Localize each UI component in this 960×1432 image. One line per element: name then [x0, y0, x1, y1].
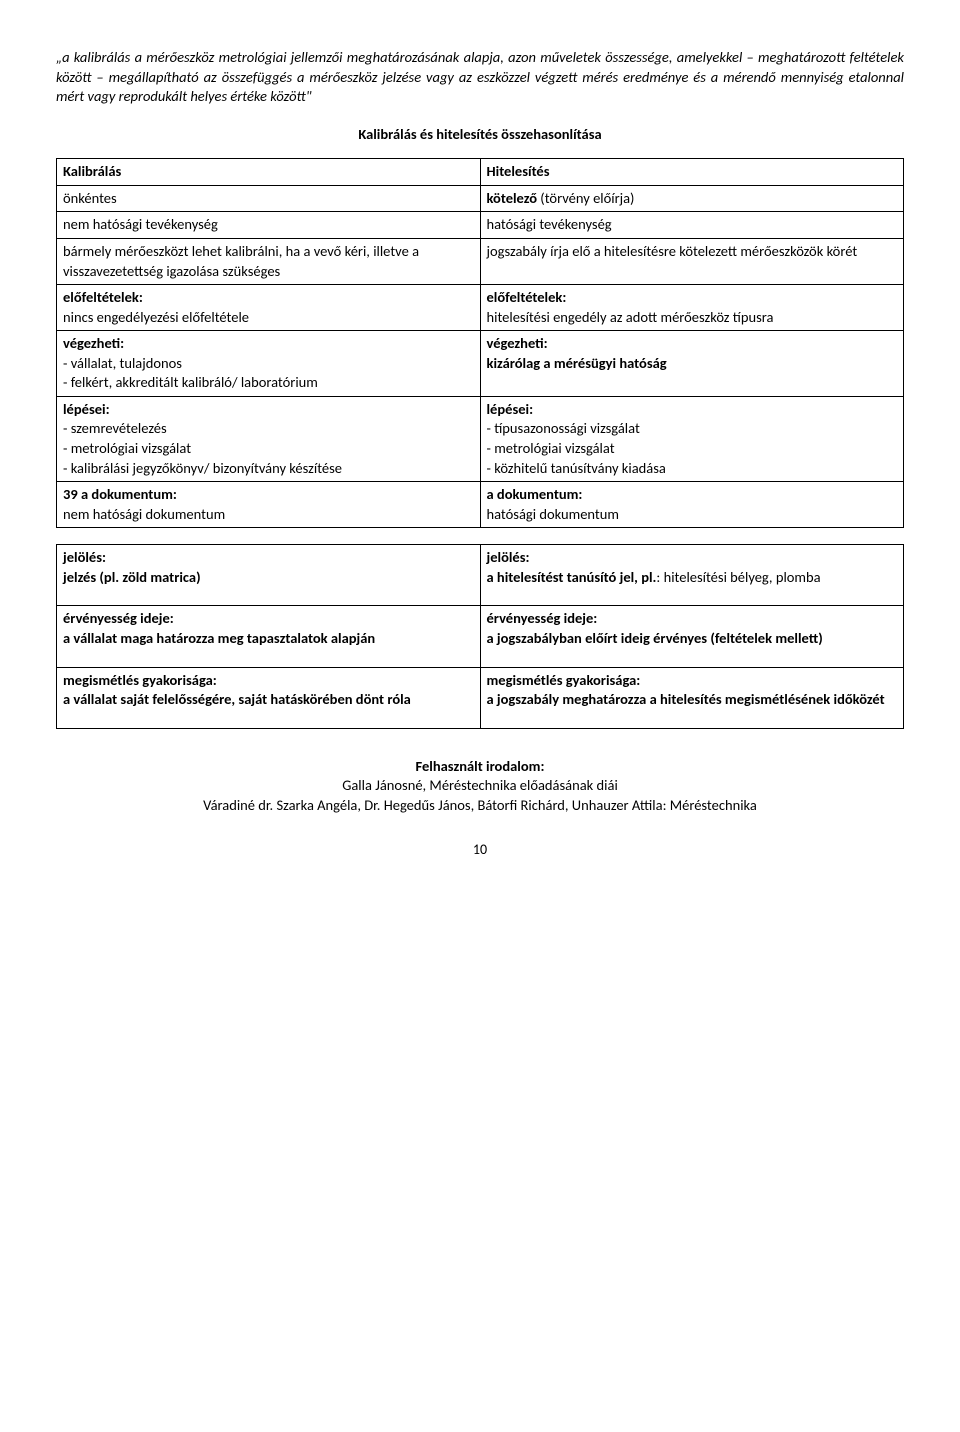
table-row: jelölés: jelzés (pl. zöld matrica) jelöl…: [57, 545, 904, 606]
cell-text: a jogszabályban előírt ideig érvényes: [487, 629, 708, 647]
cell-text: - kalibrálási jegyzőkönyv/ bizonyítvány …: [63, 459, 342, 477]
table-row: lépései: - szemrevételezés - metrológiai…: [57, 396, 904, 481]
reference-line: Galla Jánosné, Méréstechnika előadásának…: [56, 776, 904, 796]
table-row: nem hatósági tevékenység hatósági tevéke…: [57, 212, 904, 239]
cell-label: előfeltételek:: [63, 288, 143, 306]
cell-text: - szemrevételezés: [63, 419, 167, 437]
cell-text: a vállalat saját felelősségére, saját ha…: [63, 690, 411, 708]
cell-text: bármely mérőeszközt lehet kalibrálni, ha…: [63, 242, 419, 280]
cell-text: kötelező: [487, 189, 538, 207]
cell-text: a jogszabály meghatározza a hitelesítés …: [487, 690, 885, 708]
section-title: Kalibrálás és hitelesítés összehasonlítá…: [56, 125, 904, 145]
references-title: Felhasznált irodalom:: [56, 757, 904, 777]
cell-text: (feltételek mellett): [707, 629, 823, 647]
table-row: végezheti: - vállalat, tulajdonos - felk…: [57, 331, 904, 397]
cell-label: megismétlés gyakorisága:: [63, 671, 217, 689]
cell-label: jelölés:: [63, 548, 106, 566]
reference-line: Váradiné dr. Szarka Angéla, Dr. Hegedűs …: [56, 796, 904, 816]
cell-text: kizárólag a mérésügyi hatóság: [487, 354, 667, 372]
cell-label: jelölés:: [487, 548, 530, 566]
cell-text: : hitelesítési bélyeg, plomba: [656, 568, 820, 586]
cell-text: - közhitelű tanúsítvány kiadása: [487, 459, 666, 477]
cell-text: hatósági dokumentum: [487, 505, 619, 523]
intro-quote: „a kalibrálás a mérőeszköz metrológiai j…: [56, 48, 904, 107]
cell-text: Kalibrálás: [63, 162, 121, 180]
cell-text: - vállalat, tulajdonos: [63, 354, 182, 372]
cell-text: a vállalat maga határozza meg tapasztala…: [63, 629, 375, 647]
cell-label: érvényesség ideje:: [63, 609, 174, 627]
cell-text: a hitelesítést tanúsító jel, pl.: [487, 568, 657, 586]
lower-table: jelölés: jelzés (pl. zöld matrica) jelöl…: [56, 544, 904, 728]
cell-label: 39 a dokumentum:: [63, 485, 177, 503]
cell-label: végezheti:: [63, 334, 124, 352]
cell-text: jogszabály írja elő a hitelesítésre köte…: [487, 242, 858, 260]
cell-text: (törvény előírja): [537, 189, 634, 207]
cell-label: lépései:: [487, 400, 534, 418]
table-row: önkéntes kötelező (törvény előírja): [57, 185, 904, 212]
table-row: 39 a dokumentum: nem hatósági dokumentum…: [57, 482, 904, 528]
table-row: Kalibrálás Hitelesítés: [57, 159, 904, 186]
table-row: megismétlés gyakorisága: a vállalat sajá…: [57, 667, 904, 728]
cell-label: lépései:: [63, 400, 110, 418]
cell-text: Hitelesítés: [487, 162, 550, 180]
cell-text: hitelesítési engedély az adott mérőeszkö…: [487, 308, 774, 326]
cell-text: - típusazonossági vizsgálat: [487, 419, 640, 437]
cell-text: nincs engedélyezési előfeltétele: [63, 308, 249, 326]
cell-label: végezheti:: [487, 334, 548, 352]
cell-text: - metrológiai vizsgálat: [63, 439, 191, 457]
page-number: 10: [56, 841, 904, 860]
table-row: bármely mérőeszközt lehet kalibrálni, ha…: [57, 238, 904, 284]
cell-text: nem hatósági tevékenység: [63, 215, 218, 233]
cell-text: - felkért, akkreditált kalibráló/ labora…: [63, 373, 318, 391]
table-row: előfeltételek: nincs engedélyezési előfe…: [57, 285, 904, 331]
references: Felhasznált irodalom: Galla Jánosné, Mér…: [56, 757, 904, 816]
cell-text: jelzés (pl. zöld matrica): [63, 568, 201, 586]
cell-text: önkéntes: [63, 189, 117, 207]
cell-text: nem hatósági dokumentum: [63, 505, 225, 523]
cell-label: érvényesség ideje:: [487, 609, 598, 627]
cell-text: - metrológiai vizsgálat: [487, 439, 615, 457]
cell-text: hatósági tevékenység: [487, 215, 612, 233]
cell-label: előfeltételek:: [487, 288, 567, 306]
cell-label: a dokumentum:: [487, 485, 583, 503]
comparison-table: Kalibrálás Hitelesítés önkéntes kötelező…: [56, 158, 904, 528]
table-row: érvényesség ideje: a vállalat maga határ…: [57, 606, 904, 667]
cell-label: megismétlés gyakorisága:: [487, 671, 641, 689]
